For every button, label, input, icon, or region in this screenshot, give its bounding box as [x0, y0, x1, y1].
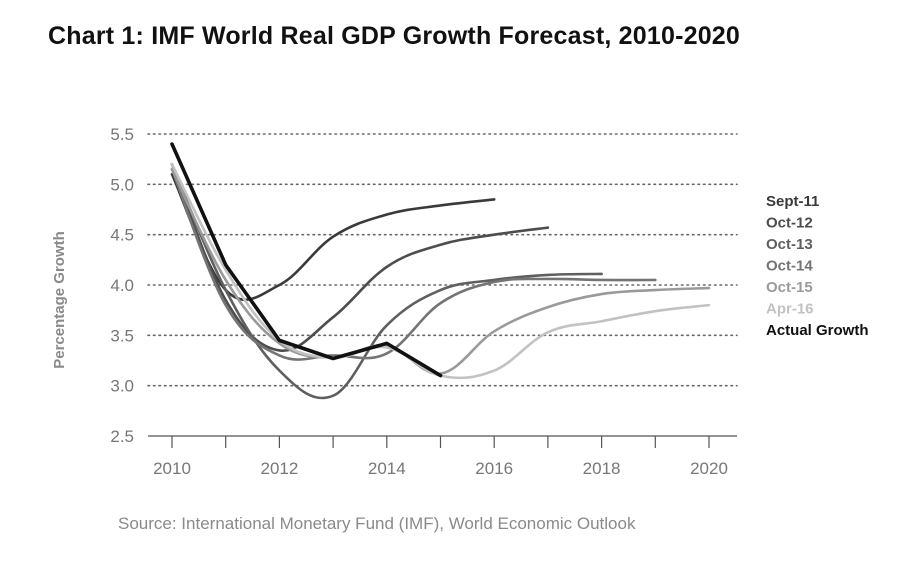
- y-tick-labels: 2.5 3.0 3.5 4.0 4.5 5.0 5.5: [110, 125, 134, 446]
- legend-item: Apr-16: [766, 301, 814, 318]
- x-tick-label: 2016: [475, 459, 513, 478]
- x-axis: 2010 2012 2014 2016 2018 2020: [148, 435, 737, 478]
- series-line-sept-11: [170, 172, 496, 302]
- legend-item: Sept-11: [766, 193, 819, 210]
- y-tick-label: 3.0: [110, 377, 134, 396]
- legend-item: Oct-15: [766, 279, 813, 296]
- series-line-oct-15: [170, 167, 711, 375]
- y-tick-label: 4.0: [110, 276, 134, 295]
- legend-item: Actual Growth: [766, 322, 869, 339]
- legend-item: Oct-13: [766, 236, 813, 253]
- x-tick-label: 2014: [368, 459, 406, 478]
- source-note: Source: International Monetary Fund (IMF…: [118, 514, 636, 533]
- y-tick-label: 5.5: [110, 125, 134, 144]
- series-lines: [170, 142, 711, 400]
- x-tick-label: 2010: [153, 459, 191, 478]
- legend-item: Oct-14: [766, 258, 813, 275]
- x-tick-label: 2012: [260, 459, 298, 478]
- x-tick-label: 2018: [583, 459, 621, 478]
- y-tick-label: 2.5: [110, 427, 134, 446]
- y-axis-label: Percentage Growth: [51, 231, 68, 369]
- legend: Sept-11 Oct-12 Oct-13 Oct-14 Oct-15 Apr-16 Act…: [766, 193, 869, 339]
- series-line-oct-12: [170, 162, 550, 352]
- series-line-actual-growth: [170, 142, 443, 378]
- y-tick-label: 4.5: [110, 226, 134, 245]
- legend-item: Oct-12: [766, 215, 813, 232]
- series-line-apr-16: [170, 162, 711, 380]
- chart-title: Chart 1: IMF World Real GDP Growth Forec…: [48, 22, 741, 50]
- y-tick-label: 3.5: [110, 326, 134, 345]
- x-tick-label: 2020: [690, 459, 728, 478]
- gridlines: [147, 133, 738, 387]
- series-line-oct-14: [170, 167, 657, 361]
- gdp-line-chart: 2.53.03.54.04.55.05.5 2010 2012 2014 2016 20…: [51, 125, 869, 478]
- y-tick-label: 5.0: [110, 175, 134, 194]
